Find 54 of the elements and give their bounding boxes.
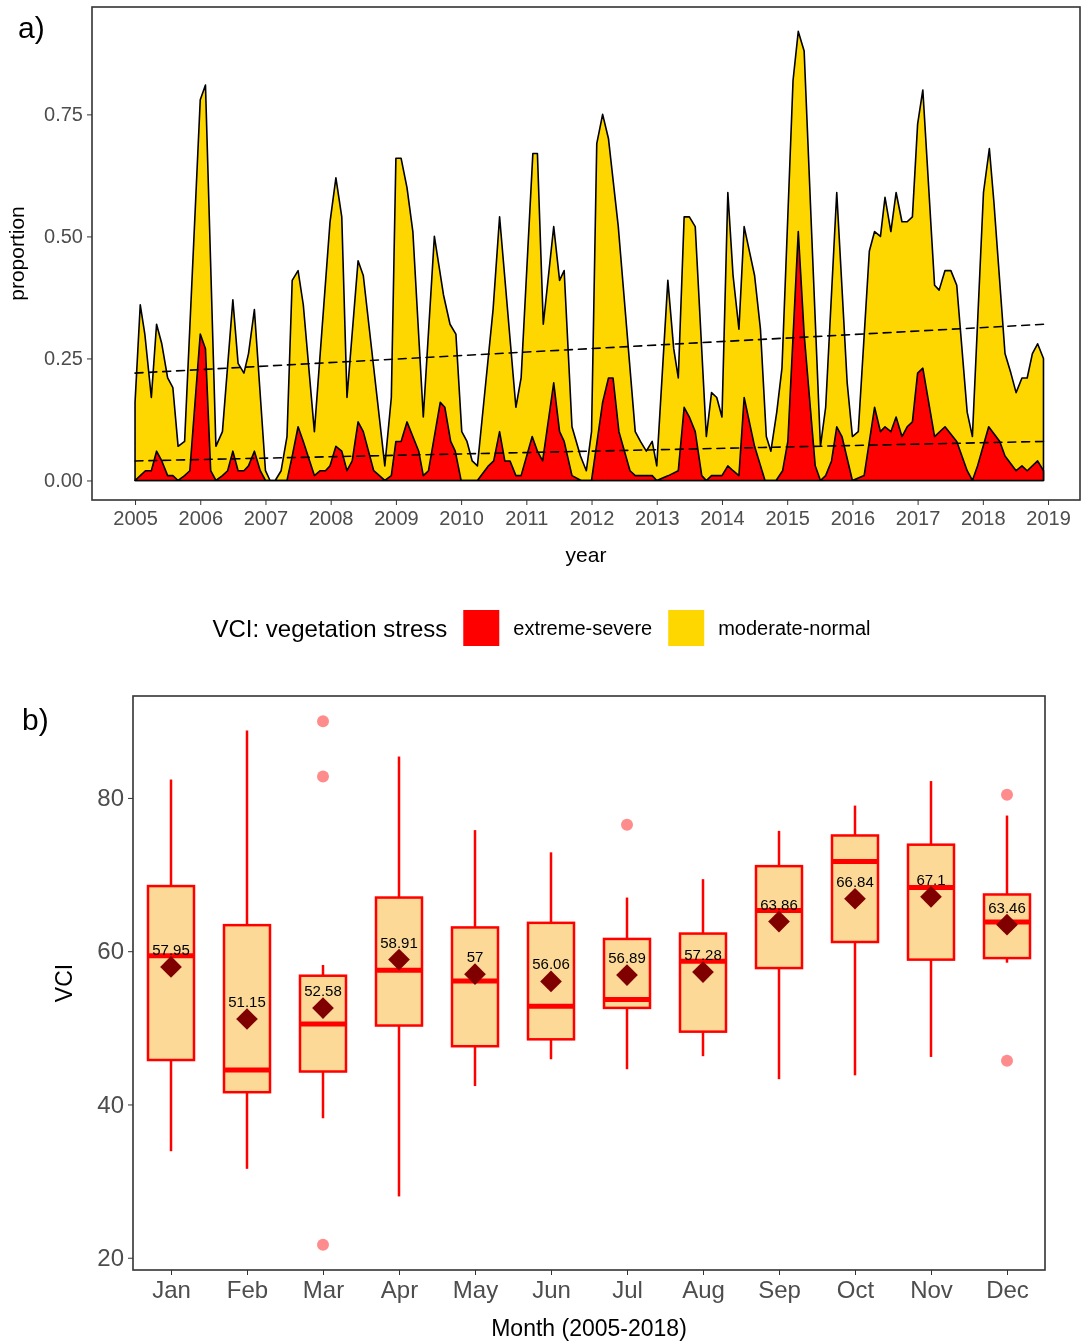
x-tick-label: Jan <box>152 1276 191 1304</box>
x-tick-label: 2011 <box>505 507 549 530</box>
text: 67.1 <box>916 870 946 888</box>
y-tick-label: 40 <box>97 1090 124 1118</box>
x-tick-label: Dec <box>986 1276 1029 1304</box>
x-tick-label: 2017 <box>895 507 941 530</box>
text: 58.91 <box>380 933 418 951</box>
x-tick-label: Feb <box>226 1276 269 1304</box>
x-tick-label: 2012 <box>569 507 615 530</box>
x-tick-label: 2014 <box>700 507 745 530</box>
text: 52.58 <box>304 982 342 1000</box>
x-tick-label: 2019 <box>1026 507 1071 530</box>
text: a) <box>18 11 45 44</box>
y-tick-label: 60 <box>97 937 124 965</box>
x-axis-title: Month (2005-2018) <box>491 1315 687 1341</box>
x-tick-label: 2010 <box>439 507 484 530</box>
x-tick-label: 2016 <box>830 507 876 530</box>
text: b) <box>22 703 49 736</box>
x-tick-label: 2005 <box>113 507 158 530</box>
y-axis-title: proportion <box>5 206 28 301</box>
x-tick-label: 2008 <box>308 507 354 530</box>
legend-label: moderate-normal <box>718 617 871 639</box>
x-tick-label: Oct <box>836 1276 875 1304</box>
text: 57.28 <box>684 946 722 964</box>
text: 57 <box>466 948 484 966</box>
x-tick-label: 2007 <box>243 507 289 530</box>
x-tick-label: May <box>452 1276 499 1304</box>
text: 51.15 <box>228 993 266 1011</box>
x-tick-label: Mar <box>302 1276 345 1304</box>
text: 56.89 <box>608 949 646 967</box>
text: 63.46 <box>988 898 1026 916</box>
y-tick-label: 0.25 <box>44 347 83 370</box>
text: 66.84 <box>836 872 874 890</box>
y-tick-label: 0.00 <box>44 469 83 492</box>
x-tick-label: Aug <box>682 1276 725 1304</box>
x-tick-label: Jul <box>612 1276 643 1304</box>
y-axis-title: VCI <box>51 963 77 1003</box>
x-tick-label: 2009 <box>374 507 419 530</box>
y-tick-label: 0.75 <box>44 103 83 126</box>
x-tick-label: 2018 <box>961 507 1006 530</box>
legend-label: extreme-severe <box>513 617 653 639</box>
x-tick-label: Sep <box>758 1276 801 1304</box>
x-axis-title: year <box>565 543 607 566</box>
x-tick-label: 2013 <box>635 507 680 530</box>
x-tick-label: 2015 <box>765 507 810 530</box>
y-tick-label: 0.50 <box>44 225 83 248</box>
x-tick-label: Jun <box>532 1276 571 1304</box>
text: 56.06 <box>532 955 570 973</box>
y-tick-label: 20 <box>97 1243 124 1271</box>
x-tick-label: Nov <box>910 1276 953 1304</box>
legend-title: VCI: vegetation stress <box>212 615 448 642</box>
x-tick-label: Apr <box>380 1276 419 1304</box>
y-tick-label: 80 <box>97 784 124 812</box>
x-tick-label: 2006 <box>178 507 224 530</box>
